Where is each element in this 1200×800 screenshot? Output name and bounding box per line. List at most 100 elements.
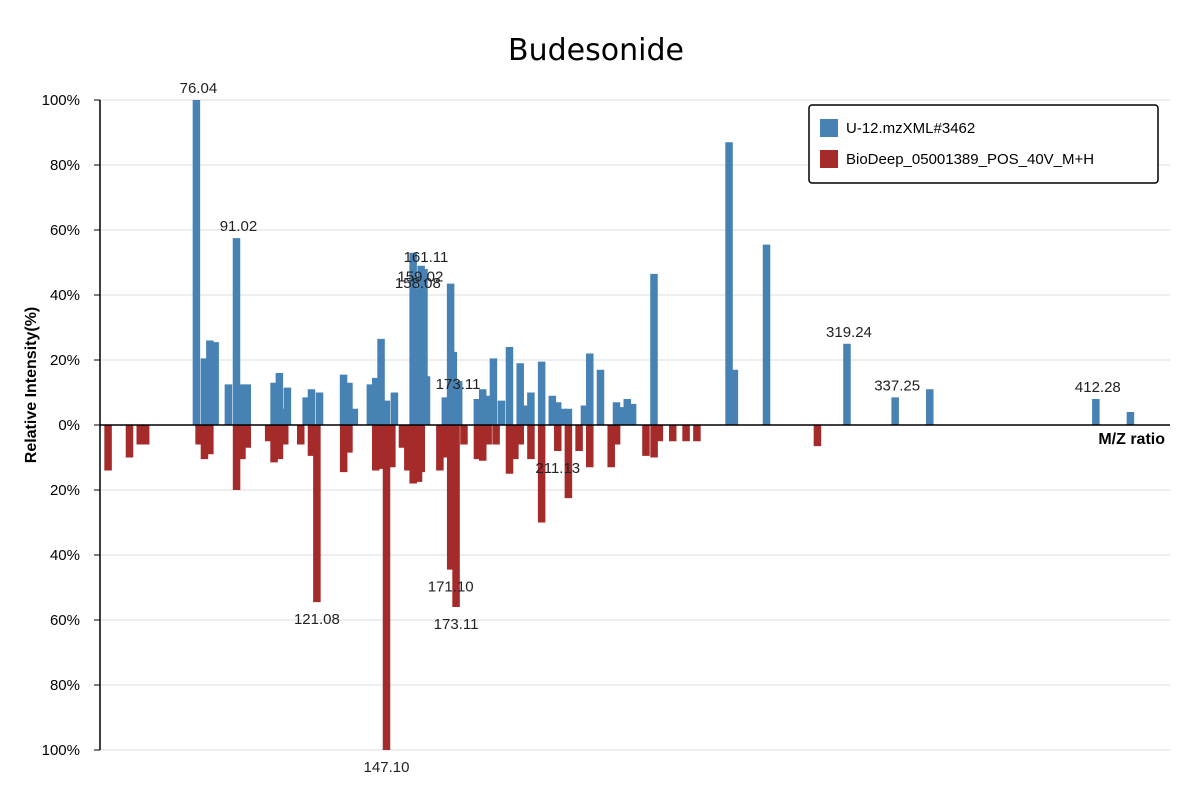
top-series-bars <box>192 100 1135 425</box>
top-bar <box>420 269 428 425</box>
bottom-bar <box>125 425 134 458</box>
bottom-bar <box>642 425 650 456</box>
legend-swatch-top <box>820 119 838 137</box>
bottom-bar <box>537 425 546 523</box>
bottom-bar <box>404 425 412 471</box>
top-bar <box>206 340 214 425</box>
bottom-bar <box>206 425 214 455</box>
top-bar <box>200 358 209 425</box>
y-tick-label: 80% <box>50 157 80 174</box>
peak-label-bottom: 171.10 <box>428 579 474 596</box>
peak-label-bottom: 121.08 <box>294 611 340 628</box>
y-tick-label: 100% <box>42 92 80 109</box>
top-bar <box>618 407 626 425</box>
bottom-bar <box>313 425 321 603</box>
top-bar <box>307 389 316 425</box>
bottom-bar <box>339 425 348 473</box>
top-bar <box>559 408 567 425</box>
bottom-bar <box>612 425 621 445</box>
top-bar <box>1126 412 1135 425</box>
bottom-bar <box>372 425 380 471</box>
top-bar <box>232 238 241 425</box>
top-bar <box>596 369 605 425</box>
top-bar <box>553 402 562 425</box>
bottom-bar <box>382 425 391 750</box>
top-bar <box>926 389 934 425</box>
top-bar <box>730 369 739 425</box>
top-bar <box>484 395 492 425</box>
y-tick-label: 20% <box>50 352 80 369</box>
peak-label-top: 159.02 <box>397 269 443 286</box>
bottom-bar <box>136 425 145 445</box>
peak-label-bottom: 173.11 <box>434 616 479 633</box>
x-axis-label: M/Z ratio <box>1098 431 1165 448</box>
top-bar <box>377 338 385 425</box>
peak-label-bottom: 147.10 <box>364 759 410 776</box>
top-bar <box>449 351 458 425</box>
y-tick-label: 20% <box>50 482 80 499</box>
peak-label-top: 76.04 <box>180 80 218 97</box>
legend-label-top: U-12.mzXML#3462 <box>846 120 975 137</box>
top-bar <box>366 384 375 425</box>
bottom-bar <box>409 425 417 484</box>
bottom-bar <box>441 425 450 458</box>
top-bar <box>345 382 353 425</box>
bottom-bar <box>270 425 278 463</box>
top-bar <box>623 399 632 425</box>
bottom-bar <box>554 425 562 451</box>
peak-label-top: 161.11 <box>404 249 449 266</box>
top-bar <box>350 408 359 425</box>
y-tick-label: 60% <box>50 612 80 629</box>
chart-title: Budesonide <box>508 33 684 68</box>
bottom-bar <box>398 425 407 448</box>
y-axis-ticks: 0% 20% 40% 60% 80% 100% 20% 40% 60% 80% 100% <box>42 92 100 759</box>
legend-box <box>808 104 1159 184</box>
y-tick-label: 100% <box>42 742 80 759</box>
y-axis-label: Relative Intensity(%) <box>23 307 40 463</box>
y-tick-label: 0% <box>58 417 80 434</box>
bottom-bar <box>243 425 252 448</box>
bottom-bar <box>473 425 482 460</box>
top-bar <box>372 377 380 425</box>
bottom-bar <box>297 425 305 445</box>
top-bar <box>650 273 658 425</box>
legend-swatch-bottom <box>820 150 838 168</box>
top-bar <box>478 389 487 425</box>
top-bar <box>527 392 535 425</box>
top-bar <box>283 387 292 425</box>
bottom-bar <box>141 425 150 445</box>
bottom-bar <box>655 425 664 442</box>
bottom-bar <box>682 425 690 442</box>
legend: U-12.mzXML#3462 BioDeep_05001389_POS_40V… <box>808 104 1159 184</box>
top-bar <box>192 100 201 425</box>
top-bar <box>275 373 284 425</box>
top-bar <box>580 405 589 425</box>
peak-label-top: 319.24 <box>826 324 872 341</box>
top-bar <box>422 376 431 425</box>
top-bar <box>548 395 557 425</box>
bottom-bar <box>575 425 583 451</box>
y-tick-label: 40% <box>50 287 80 304</box>
bottom-bar <box>516 425 525 445</box>
bottom-bar <box>200 425 209 460</box>
top-bar <box>315 392 324 425</box>
bottom-bar <box>668 425 677 442</box>
top-bar <box>1092 399 1100 425</box>
bottom-bar <box>564 425 573 499</box>
top-bar <box>891 397 899 425</box>
top-bar <box>521 405 530 425</box>
top-bar <box>270 382 278 425</box>
peak-labels: 76.04 91.02 159.02 161.11 158.08 173.11 319.24… <box>180 80 1121 776</box>
top-bar <box>843 343 851 425</box>
bottom-bar <box>452 425 460 607</box>
bottom-bar <box>275 425 284 460</box>
top-bar <box>243 384 252 425</box>
bottom-bar <box>505 425 514 474</box>
top-bar <box>489 358 498 425</box>
bottom-bar <box>307 425 316 456</box>
peak-label-top: 158.08 <box>395 275 441 292</box>
legend-label-bottom: BioDeep_05001389_POS_40V_M+H <box>846 151 1094 168</box>
peak-label-top: 173.11 <box>436 376 481 393</box>
bottom-series-bars <box>104 425 822 750</box>
bottom-bar <box>484 425 492 445</box>
